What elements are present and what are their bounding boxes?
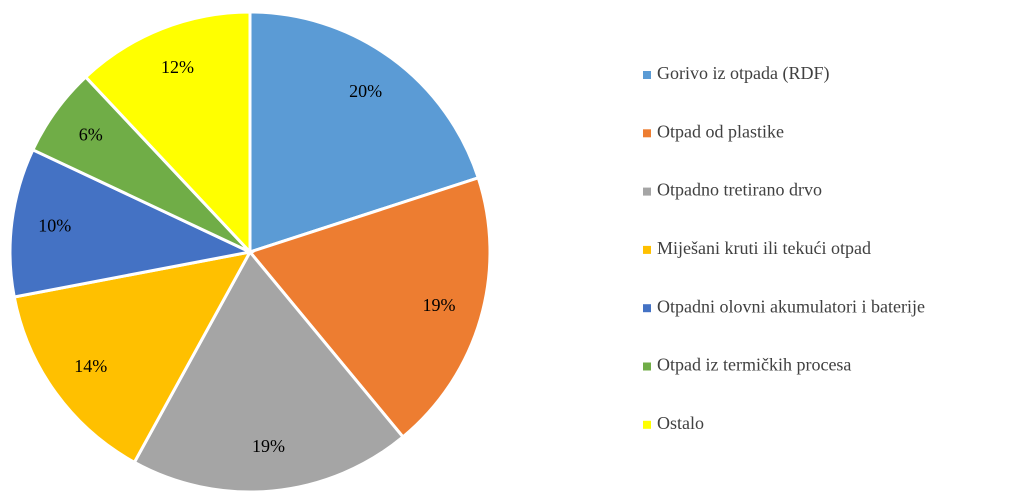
- legend-label: Miješani kruti ili tekući otpad: [657, 238, 871, 258]
- legend-label: Otpadni olovni akumulatori i baterije: [657, 296, 925, 316]
- legend-swatch: [643, 362, 651, 371]
- pie-slice: [247, 175, 492, 440]
- pie-slice: [8, 147, 255, 299]
- pie-slice: [83, 10, 252, 256]
- legend-swatch: [643, 304, 651, 313]
- legend-swatch: [643, 71, 651, 79]
- legend-swatch: [643, 420, 651, 429]
- data-label: 12%: [161, 57, 194, 77]
- pie-slice: [248, 10, 481, 255]
- data-label: 10%: [38, 215, 71, 235]
- legend-label: Gorivo iz otpada (RDF): [657, 63, 829, 84]
- data-label: 6%: [79, 124, 103, 144]
- legend-swatch: [643, 245, 651, 254]
- legend-label: Otpadno tretirano drvo: [657, 180, 822, 200]
- legend-label: Otpad iz termičkih procesa: [657, 355, 851, 375]
- legend-swatch: [643, 129, 651, 138]
- data-label: 19%: [422, 295, 455, 315]
- data-label: 14%: [74, 356, 107, 376]
- legend-swatch: [643, 187, 651, 196]
- data-label: 20%: [349, 81, 382, 101]
- data-label: 19%: [252, 436, 285, 456]
- legend-label: Otpad od plastike: [657, 121, 784, 141]
- legend-label: Ostalo: [657, 413, 704, 433]
- pie-slice: [12, 249, 253, 465]
